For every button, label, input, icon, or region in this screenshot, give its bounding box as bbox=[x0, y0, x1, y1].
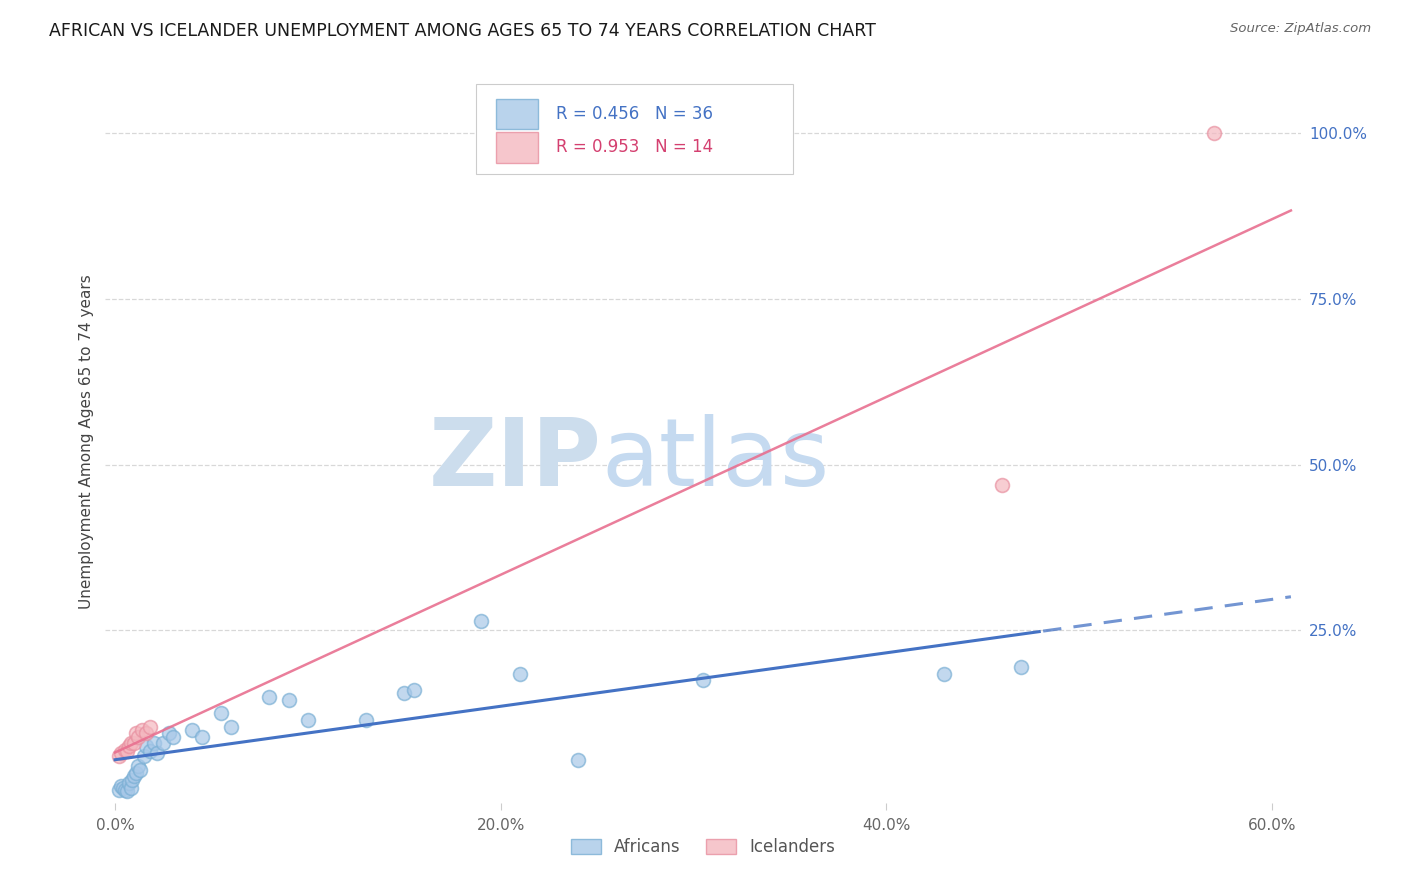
Point bbox=[181, 723, 204, 737]
Point bbox=[139, 744, 162, 758]
Point bbox=[120, 781, 142, 796]
Point bbox=[932, 666, 955, 681]
Point bbox=[110, 746, 132, 760]
Point bbox=[152, 736, 174, 750]
Text: R = 0.953   N = 14: R = 0.953 N = 14 bbox=[555, 138, 713, 156]
Y-axis label: Unemployment Among Ages 65 to 74 years: Unemployment Among Ages 65 to 74 years bbox=[79, 274, 94, 609]
Point bbox=[692, 673, 714, 688]
Point bbox=[127, 730, 149, 744]
Point bbox=[125, 726, 148, 740]
Point bbox=[111, 781, 134, 796]
Point bbox=[124, 736, 146, 750]
Point bbox=[114, 782, 136, 797]
Point bbox=[470, 614, 492, 628]
Point bbox=[191, 730, 214, 744]
Point bbox=[259, 690, 281, 704]
FancyBboxPatch shape bbox=[496, 132, 538, 162]
Point bbox=[129, 763, 152, 777]
Point bbox=[131, 723, 153, 737]
Point bbox=[219, 720, 242, 734]
Point bbox=[277, 693, 299, 707]
Point bbox=[115, 784, 138, 798]
Text: Source: ZipAtlas.com: Source: ZipAtlas.com bbox=[1230, 22, 1371, 36]
Point bbox=[157, 726, 180, 740]
Point bbox=[135, 726, 157, 740]
Point bbox=[115, 744, 138, 758]
Point bbox=[354, 713, 377, 727]
Text: ZIP: ZIP bbox=[429, 414, 602, 506]
Point bbox=[114, 743, 136, 757]
Point bbox=[108, 782, 131, 797]
Point bbox=[146, 746, 169, 760]
Point bbox=[1202, 126, 1225, 140]
Text: R = 0.456   N = 36: R = 0.456 N = 36 bbox=[555, 105, 713, 123]
Legend: Africans, Icelanders: Africans, Icelanders bbox=[564, 831, 842, 863]
Point bbox=[120, 736, 142, 750]
Point bbox=[991, 477, 1014, 491]
Point bbox=[127, 759, 149, 773]
Point bbox=[394, 686, 416, 700]
Point bbox=[509, 666, 531, 681]
Point bbox=[125, 766, 148, 780]
Point bbox=[124, 769, 146, 783]
Point bbox=[162, 730, 184, 744]
Point bbox=[108, 749, 131, 764]
Point bbox=[297, 713, 319, 727]
Point bbox=[117, 776, 139, 790]
Point bbox=[209, 706, 232, 721]
Point bbox=[142, 736, 165, 750]
Point bbox=[110, 779, 132, 793]
Point bbox=[567, 753, 589, 767]
Point bbox=[121, 772, 143, 787]
FancyBboxPatch shape bbox=[475, 84, 793, 174]
Point bbox=[1010, 660, 1032, 674]
Point bbox=[132, 749, 155, 764]
Point bbox=[135, 739, 157, 754]
Text: AFRICAN VS ICELANDER UNEMPLOYMENT AMONG AGES 65 TO 74 YEARS CORRELATION CHART: AFRICAN VS ICELANDER UNEMPLOYMENT AMONG … bbox=[49, 22, 876, 40]
Point bbox=[117, 739, 139, 754]
FancyBboxPatch shape bbox=[496, 99, 538, 129]
Text: atlas: atlas bbox=[602, 414, 830, 506]
Point bbox=[402, 683, 425, 698]
Point bbox=[139, 720, 162, 734]
